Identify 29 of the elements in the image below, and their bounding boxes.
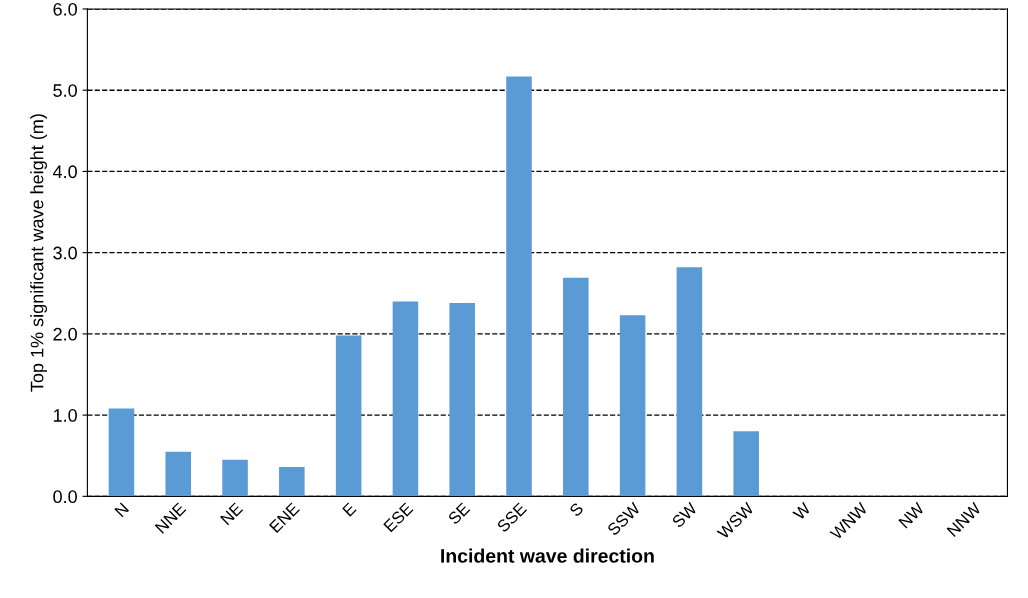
x-tick-label: N [114, 502, 130, 518]
bar [733, 431, 759, 497]
bar [392, 301, 419, 497]
y-tick-label: 3.0 [53, 246, 77, 260]
y-tick-label: 4.0 [52, 165, 77, 179]
bar [506, 76, 532, 497]
x-tick-label: NE [220, 502, 244, 526]
bar [335, 335, 362, 497]
y-tick-label: 0.0 [53, 490, 77, 504]
x-tick-label: E [342, 502, 357, 517]
x-axis-title: Incident wave direction [441, 548, 654, 563]
bar [222, 459, 248, 497]
bar [279, 467, 305, 497]
bar [165, 451, 192, 497]
x-tick-label: SE [447, 502, 471, 526]
y-axis-title: Top 1% significant wave height (m) [30, 114, 48, 392]
x-tick-label: S [568, 502, 584, 518]
bar [449, 303, 475, 497]
y-tick-label: 1.0 [53, 409, 77, 422]
bar [563, 277, 589, 497]
x-tick-label: SW [671, 501, 699, 529]
x-tick-label: W [792, 501, 812, 521]
bar [676, 267, 703, 497]
bar [619, 315, 646, 497]
y-tick-label: 6.0 [53, 2, 77, 16]
y-tick-label: 5.0 [53, 84, 77, 97]
x-tick-label: NW [898, 501, 926, 529]
y-tick-label: 2.0 [53, 327, 77, 341]
bar [108, 408, 135, 497]
